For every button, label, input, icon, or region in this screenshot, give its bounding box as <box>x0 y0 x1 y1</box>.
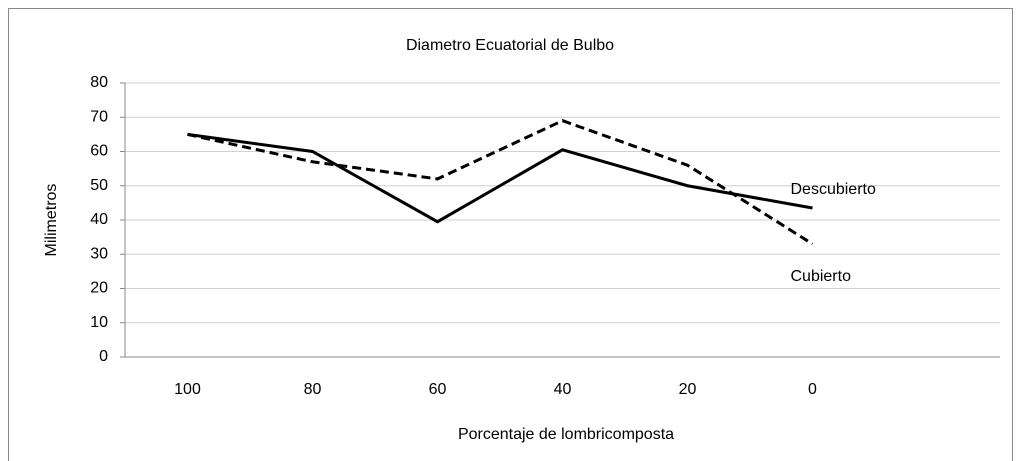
y-tick-label: 80 <box>90 74 108 91</box>
y-tick-label: 50 <box>90 177 108 194</box>
x-tick-label: 0 <box>808 381 817 398</box>
y-tick-label: 60 <box>90 143 108 160</box>
x-axis-label: Porcentaje de lombricomposta <box>458 426 674 443</box>
x-tick-label: 100 <box>174 381 201 398</box>
series-label: Descubierto <box>791 181 876 198</box>
x-tick-label: 80 <box>304 381 322 398</box>
y-tick-label: 10 <box>90 314 108 331</box>
y-tick-label: 40 <box>90 211 108 228</box>
x-tick-label: 20 <box>679 381 697 398</box>
chart-title: Diametro Ecuatorial de Bulbo <box>406 37 614 54</box>
series-line <box>187 132 813 224</box>
y-tick-label: 30 <box>90 245 108 262</box>
y-tick-label: 20 <box>90 280 108 297</box>
y-tick-label: 0 <box>99 348 108 365</box>
x-tick-label: 60 <box>429 381 447 398</box>
y-axis-label: Milimetros <box>43 184 60 257</box>
series-line <box>187 119 814 246</box>
series-label: Cubierto <box>791 268 852 285</box>
y-tick-label: 70 <box>90 108 108 125</box>
x-tick-label: 40 <box>554 381 572 398</box>
chart-frame <box>8 8 1013 461</box>
